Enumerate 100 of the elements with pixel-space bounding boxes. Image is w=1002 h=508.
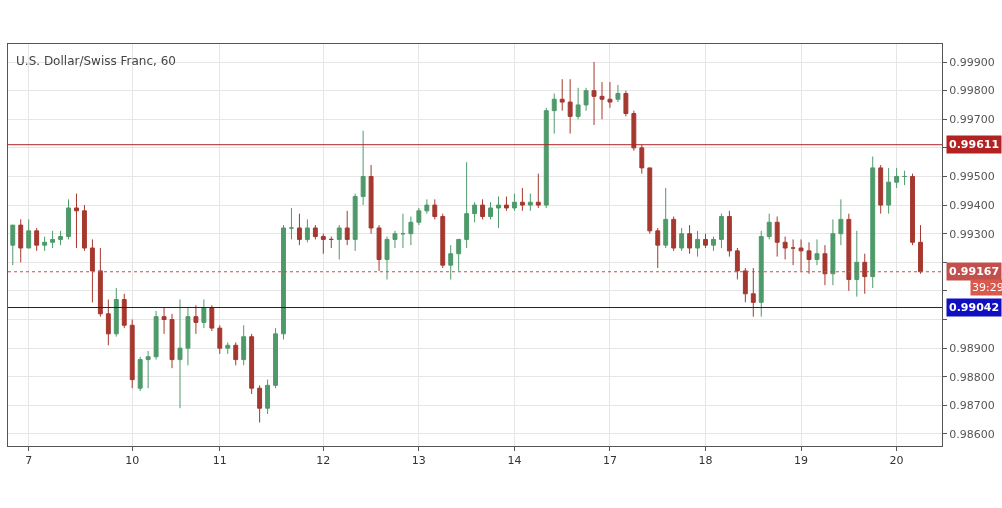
candlestick — [543, 107, 549, 209]
candlestick — [34, 227, 40, 252]
text: 39:29 — [972, 281, 1002, 294]
candlestick — [153, 310, 159, 361]
candlestick — [304, 218, 310, 243]
candlestick — [575, 87, 581, 120]
candlestick — [647, 167, 653, 235]
candlestick — [257, 384, 263, 424]
candlestick — [886, 167, 892, 215]
candlestick — [583, 87, 589, 112]
candlestick — [320, 233, 326, 255]
candlestick — [567, 78, 573, 135]
candlestick — [535, 173, 541, 209]
candlestick — [145, 350, 151, 389]
candlestick — [10, 224, 16, 266]
candlestick — [631, 110, 637, 152]
candlestick — [742, 267, 748, 303]
candlestick — [249, 333, 255, 395]
x-tick-label: 10 — [125, 454, 140, 468]
candlestick — [663, 187, 669, 249]
candlestick — [185, 307, 191, 366]
candlestick — [233, 341, 239, 366]
candlestick — [66, 198, 71, 240]
candlestick — [527, 193, 533, 212]
candlestick — [42, 236, 48, 252]
candlestick — [193, 304, 199, 335]
y-tick-label: 0.98700 — [949, 399, 995, 413]
y-tick-label: 0.99400 — [949, 198, 995, 212]
candlestick — [328, 236, 334, 249]
candlestick — [121, 293, 127, 329]
x-tick-label: 18 — [698, 454, 713, 468]
candlestick — [81, 204, 87, 252]
candlestick — [734, 247, 740, 280]
x-tick-label: 14 — [507, 454, 522, 468]
candlestick — [97, 247, 103, 318]
candlestick — [416, 207, 422, 226]
candlestick — [551, 93, 557, 135]
candlestick — [607, 81, 613, 109]
x-tick-label: 17 — [602, 454, 617, 468]
candlestick — [456, 238, 462, 272]
candlestick — [711, 236, 716, 252]
candlestick — [26, 218, 32, 249]
candlestick — [392, 230, 398, 249]
candlestick — [870, 155, 876, 289]
candlestick — [89, 238, 95, 303]
candlestick — [703, 233, 708, 249]
y-tick-label: 0.98600 — [949, 427, 995, 441]
candlestick — [408, 216, 414, 246]
candlestick — [169, 313, 175, 369]
candlestick — [854, 230, 860, 298]
candlestick — [472, 201, 478, 223]
candlestick — [894, 167, 900, 189]
y-tick-label: 0.99900 — [949, 55, 995, 69]
candlestick — [129, 319, 135, 389]
candlestick — [344, 210, 350, 246]
candlestick — [488, 201, 493, 220]
y-tick-label: 0.98900 — [949, 342, 995, 355]
candlestick — [782, 236, 788, 260]
candlestick — [639, 144, 645, 175]
candlestick — [655, 227, 661, 269]
candlestick — [58, 230, 63, 246]
candlestick — [615, 84, 621, 103]
candlestick — [623, 90, 629, 117]
candlestick — [878, 164, 884, 215]
candlestick — [376, 224, 382, 272]
candlestick — [758, 230, 764, 318]
candlestick — [504, 196, 509, 212]
candlestick — [113, 287, 119, 338]
candlestick — [480, 198, 486, 220]
candlestick — [862, 253, 868, 295]
candlestick — [225, 341, 231, 355]
candlestick — [511, 193, 517, 212]
candlestick — [432, 198, 438, 220]
candlestick — [209, 304, 215, 332]
candlestick — [790, 238, 796, 266]
candlestick — [273, 327, 278, 389]
candlestick — [400, 213, 406, 249]
candlestick — [360, 130, 366, 206]
candlestick — [296, 213, 302, 246]
candlestick — [289, 207, 294, 240]
candlestick — [74, 193, 79, 249]
candlestick — [384, 236, 390, 280]
candlestick — [591, 61, 597, 126]
candlestick — [336, 224, 342, 260]
candlestick — [496, 196, 501, 229]
candlestick — [177, 299, 183, 409]
y-tick-label: 0.99700 — [949, 113, 995, 127]
candlestick — [161, 307, 167, 335]
candlestick — [814, 238, 820, 266]
candlestick — [766, 213, 772, 240]
candlestick — [830, 218, 836, 286]
candlestick — [599, 81, 605, 120]
candlestick — [448, 244, 454, 280]
candlestick — [910, 173, 915, 246]
y-tick-label: 0.99500 — [949, 170, 995, 184]
candlestick — [50, 230, 56, 249]
x-tick-label: 19 — [794, 454, 809, 468]
ref-line-label: 0.99611 — [949, 138, 1000, 151]
candlestick — [798, 238, 804, 272]
candlestick — [201, 299, 207, 329]
